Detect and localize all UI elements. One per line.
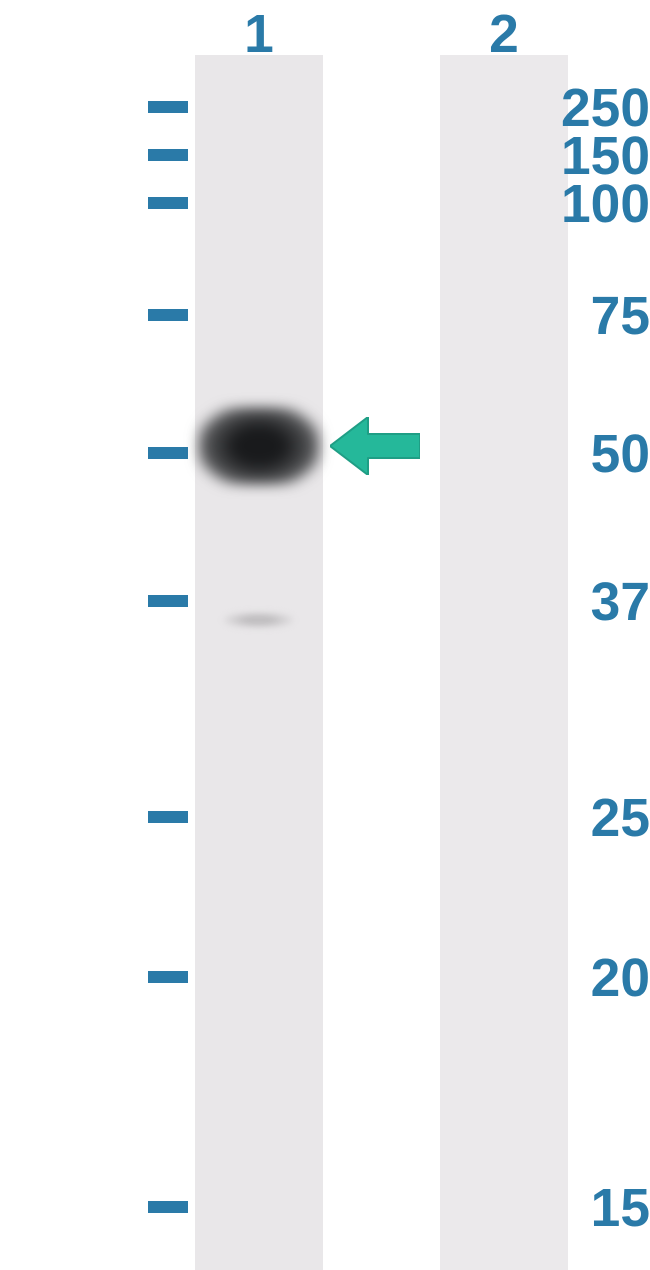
ladder-tick-20: ▬	[148, 950, 188, 990]
ladder-label-15: 15	[512, 1178, 650, 1239]
band-lane1-1	[197, 407, 321, 485]
band-lane1-2	[223, 612, 293, 628]
lane-1	[195, 55, 323, 1270]
ladder-label-20: 20	[512, 948, 650, 1009]
ladder-tick-150: ▬	[148, 128, 188, 168]
ladder-label-25: 25	[512, 788, 650, 849]
lane-2	[440, 55, 568, 1270]
ladder-tick-250: ▬	[148, 80, 188, 120]
target-arrow-icon	[330, 417, 420, 475]
western-blot-figure: 12 250▬150▬100▬75▬50▬37▬25▬20▬15▬	[0, 0, 650, 1270]
ladder-label-100: 100	[512, 174, 650, 235]
ladder-label-75: 75	[512, 286, 650, 347]
ladder-label-50: 50	[512, 424, 650, 485]
ladder-label-37: 37	[512, 572, 650, 633]
ladder-tick-37: ▬	[148, 574, 188, 614]
ladder-tick-75: ▬	[148, 288, 188, 328]
ladder-tick-15: ▬	[148, 1180, 188, 1220]
ladder-tick-100: ▬	[148, 176, 188, 216]
ladder-tick-50: ▬	[148, 426, 188, 466]
ladder-tick-25: ▬	[148, 790, 188, 830]
